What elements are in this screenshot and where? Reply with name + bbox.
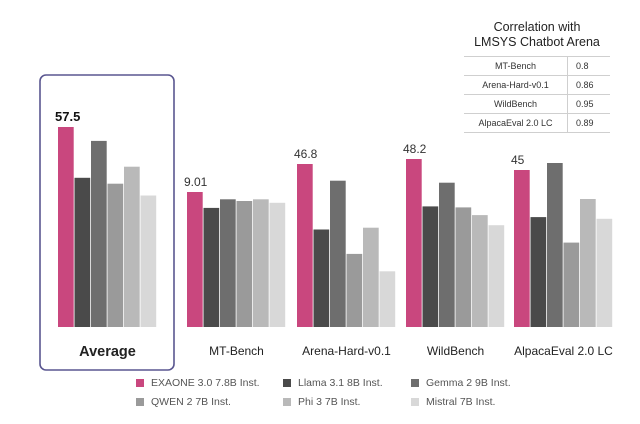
legend-swatch (283, 398, 291, 406)
table-row: AlpacaEval 2.0 LC 0.89 (464, 113, 610, 133)
bar-mistral-4 (596, 218, 613, 327)
data-label-3: 48.2 (403, 142, 427, 156)
bar-mistral-2 (379, 271, 396, 327)
bar-mistral-1 (269, 202, 286, 327)
correlation-value: 0.86 (567, 75, 610, 95)
bar-phi-3 (472, 215, 488, 327)
legend-item-phi: Phi 3 7B Inst. (283, 396, 360, 408)
legend-label: Phi 3 7B Inst. (298, 396, 361, 408)
data-label-0: 57.5 (55, 109, 80, 124)
bar-llama-2 (313, 229, 330, 327)
legend-swatch (283, 379, 291, 387)
bar-gemma-1 (220, 199, 236, 327)
correlation-title-line1: Correlation with (493, 20, 581, 34)
correlation-table: Correlation with LMSYS Chatbot Arena MT-… (464, 20, 610, 133)
category-label-3: WildBench (427, 344, 484, 358)
bar-phi-1 (253, 199, 269, 327)
category-label-0: Average (79, 344, 136, 360)
legend-item-mistral: Mistral 7B Inst. (411, 396, 495, 408)
bar-phi-0 (124, 166, 140, 327)
category-label-2: Arena-Hard-v0.1 (302, 344, 391, 358)
bar-exaone-4 (514, 170, 530, 327)
legend-label: Mistral 7B Inst. (426, 396, 496, 408)
category-labels-layer: Average MT-Bench Arena-Hard-v0.1 WildBench A… (79, 344, 613, 360)
legend-label: Gemma 2 9B Inst. (426, 377, 511, 389)
correlation-benchmark: WildBench (464, 94, 568, 114)
correlation-value: 0.8 (567, 56, 610, 76)
legend-label: QWEN 2 7B Inst. (151, 396, 231, 408)
table-row: WildBench 0.95 (464, 94, 610, 114)
bar-phi-4 (580, 199, 596, 327)
data-label-4: 45 (511, 153, 525, 167)
highlight-box-average (39, 74, 175, 371)
category-label-4: AlpacaEval 2.0 LC (514, 344, 613, 358)
bar-exaone-3 (406, 159, 422, 327)
bar-exaone-1 (187, 192, 203, 327)
legend-swatch (136, 379, 144, 387)
bar-exaone-0 (58, 127, 74, 327)
correlation-title-line2: LMSYS Chatbot Arena (474, 35, 600, 49)
correlation-benchmark: Arena-Hard-v0.1 (464, 75, 568, 95)
correlation-value: 0.95 (567, 94, 610, 114)
bar-mistral-3 (488, 225, 505, 327)
category-label-1: MT-Bench (209, 344, 264, 358)
bar-llama-0 (74, 177, 91, 327)
table-row: MT-Bench 0.8 (464, 56, 610, 76)
legend-swatch (411, 398, 419, 406)
bar-exaone-2 (297, 164, 313, 327)
data-label-1: 9.01 (184, 175, 208, 189)
bar-qwen-0 (107, 183, 124, 327)
bar-qwen-3 (455, 207, 472, 327)
correlation-benchmark: MT-Bench (464, 56, 568, 76)
legend-item-exaone: EXAONE 3.0 7.8B Inst. (136, 377, 260, 389)
bar-gemma-0 (91, 140, 107, 327)
bar-gemma-2 (330, 180, 346, 327)
legend-item-llama: Llama 3.1 8B Inst. (283, 377, 383, 389)
legend-item-gemma: Gemma 2 9B Inst. (411, 377, 511, 389)
correlation-benchmark: AlpacaEval 2.0 LC (464, 113, 568, 133)
bar-llama-4 (530, 217, 547, 327)
bars-layer (58, 127, 613, 327)
correlation-grid: MT-Bench 0.8 Arena-Hard-v0.1 0.86 WildBe… (464, 56, 610, 133)
bar-llama-1 (203, 207, 220, 327)
legend-swatch (136, 398, 144, 406)
bar-llama-3 (422, 206, 439, 327)
correlation-title: Correlation with LMSYS Chatbot Arena (464, 20, 610, 50)
bar-mistral-0 (140, 195, 157, 327)
bar-phi-2 (363, 227, 379, 327)
table-row: Arena-Hard-v0.1 0.86 (464, 75, 610, 95)
bar-gemma-4 (547, 163, 563, 327)
legend-swatch (411, 379, 419, 387)
legend-label: Llama 3.1 8B Inst. (298, 377, 383, 389)
bar-gemma-3 (439, 182, 455, 327)
legend-item-qwen: QWEN 2 7B Inst. (136, 396, 231, 408)
data-label-2: 46.8 (294, 147, 318, 161)
correlation-value: 0.89 (567, 113, 610, 133)
bar-qwen-4 (563, 242, 580, 327)
bar-qwen-2 (346, 253, 363, 327)
bar-qwen-1 (236, 201, 253, 327)
legend-label: EXAONE 3.0 7.8B Inst. (151, 377, 260, 389)
labels-layer: 57.5 9.01 46.8 48.2 45 (55, 109, 525, 189)
